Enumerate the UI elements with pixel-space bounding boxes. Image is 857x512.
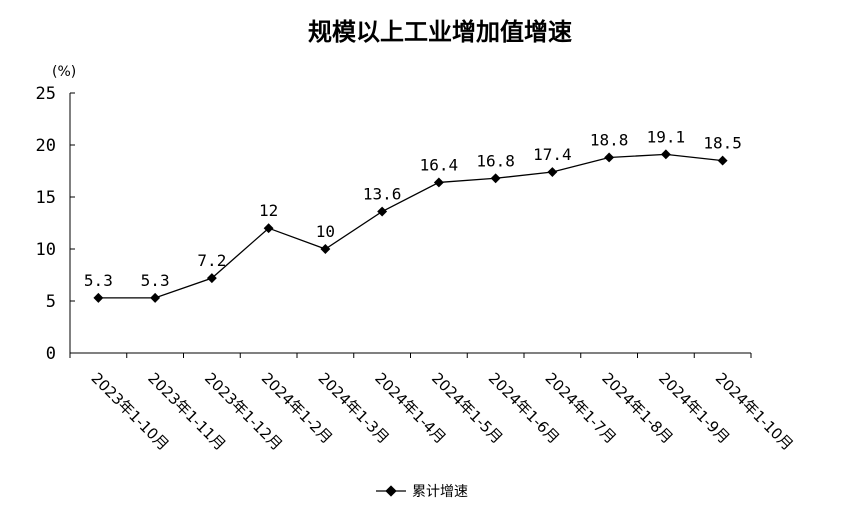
data-label: 5.3	[141, 271, 170, 290]
data-label: 16.4	[420, 155, 459, 174]
y-tick-label: 25	[36, 84, 56, 104]
data-point	[150, 292, 161, 303]
data-point	[717, 155, 728, 166]
y-tick-label: 15	[36, 188, 56, 208]
y-unit-label: (%)	[52, 64, 76, 80]
data-label: 5.3	[84, 271, 113, 290]
data-label: 12	[259, 201, 278, 220]
legend-label: 累计增速	[412, 484, 468, 500]
legend-marker-icon	[385, 485, 397, 497]
data-point	[263, 223, 274, 234]
legend: 累计增速	[376, 484, 468, 500]
y-tick-labels: 0 5 10 15 20 25	[36, 84, 56, 364]
y-tick-label: 5	[46, 292, 56, 312]
data-label: 16.8	[476, 151, 515, 170]
data-label: 18.5	[703, 134, 742, 153]
data-label: 17.4	[533, 145, 572, 164]
data-point	[93, 292, 104, 303]
y-tick-label: 20	[36, 136, 56, 156]
data-label: 7.2	[197, 251, 226, 270]
data-point	[320, 244, 331, 254]
data-label: 10	[316, 222, 335, 241]
data-point	[547, 167, 558, 177]
axes	[69, 92, 752, 358]
x-tick-labels: 2023年1-10月2023年1-11月2023年1-12月2024年1-2月2…	[88, 369, 797, 454]
data-label: 13.6	[363, 185, 402, 204]
data-point	[490, 173, 501, 184]
series-line	[98, 153, 723, 299]
data-point	[206, 273, 217, 284]
data-point	[377, 206, 388, 217]
data-label: 18.8	[590, 130, 629, 149]
data-point	[660, 149, 671, 160]
data-point	[433, 177, 444, 188]
data-point	[604, 152, 615, 163]
data-series: 5.3 5.3 7.2 12 10 13.6 16.4 16.8 17.4 18.8 19.1 18.…	[84, 127, 742, 303]
chart-title: 规模以上工业增加值增速	[308, 17, 572, 46]
y-tick-label: 0	[46, 344, 56, 364]
data-label: 19.1	[647, 127, 686, 146]
y-tick-label: 10	[36, 240, 56, 260]
